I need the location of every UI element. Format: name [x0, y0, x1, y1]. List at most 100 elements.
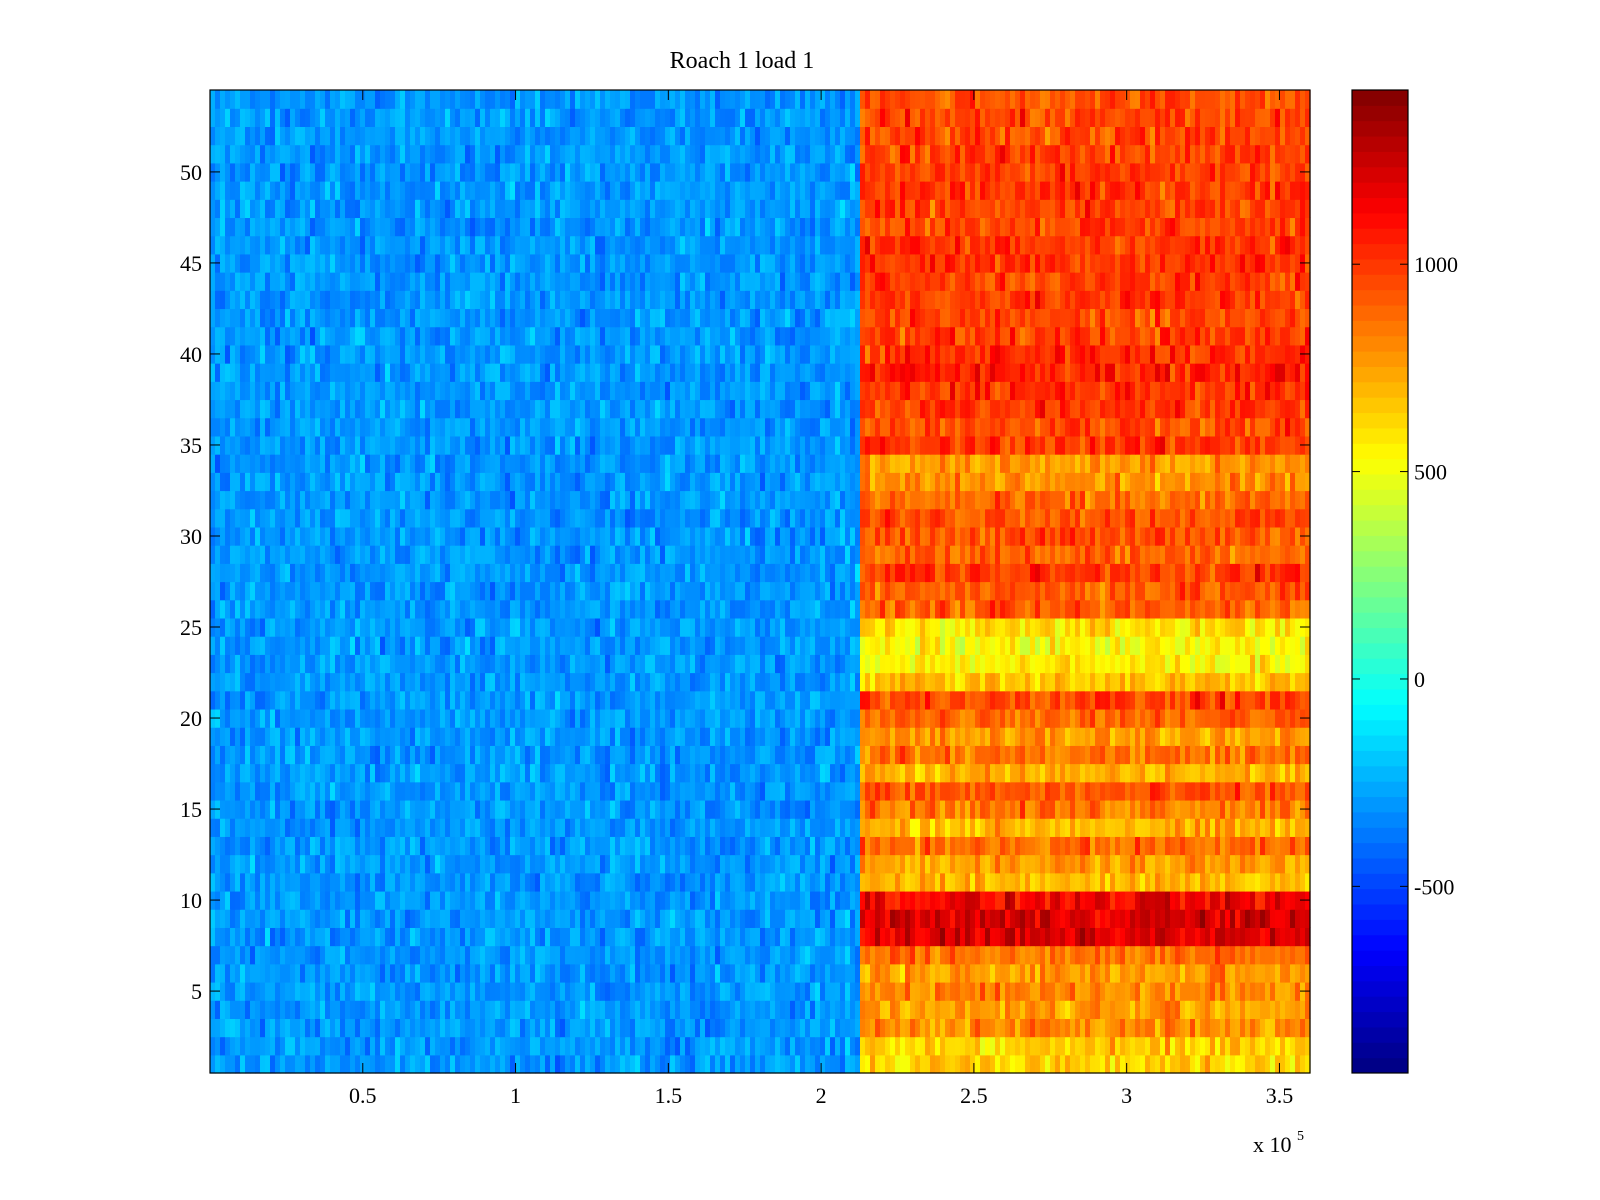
heatmap-cell: [905, 1018, 911, 1038]
heatmap-cell: [920, 981, 926, 1001]
heatmap-cell: [935, 945, 941, 965]
heatmap-cell: [240, 672, 246, 692]
heatmap-cell: [510, 690, 516, 710]
heatmap-cell: [390, 945, 396, 965]
heatmap-cell: [1285, 818, 1291, 837]
heatmap-cell: [295, 981, 301, 1001]
heatmap-cell: [250, 672, 256, 692]
heatmap-cell: [650, 1000, 656, 1019]
heatmap-cell: [1065, 818, 1071, 837]
heatmap-cell: [985, 1018, 991, 1038]
heatmap-cell: [1050, 963, 1056, 983]
heatmap-cell: [930, 909, 936, 928]
heatmap-cell: [485, 781, 491, 801]
heatmap-cell: [1185, 872, 1191, 892]
heatmap-cell: [685, 909, 691, 928]
heatmap-cell: [1175, 1054, 1181, 1074]
heatmap-cell: [1105, 708, 1111, 728]
heatmap-cell: [595, 672, 601, 692]
heatmap-cell: [1110, 727, 1116, 746]
heatmap-cell: [465, 927, 471, 947]
heatmap-cell: [745, 1000, 751, 1019]
heatmap-cell: [1050, 781, 1056, 801]
heatmap-cell: [750, 963, 756, 983]
heatmap-cell: [390, 745, 396, 765]
heatmap-cell: [825, 708, 831, 728]
heatmap-cell: [1220, 672, 1226, 692]
heatmap-cell: [670, 781, 676, 801]
heatmap-cell: [485, 1054, 491, 1074]
heatmap-cell: [790, 799, 796, 819]
heatmap-cell: [630, 727, 636, 746]
heatmap-cell: [275, 818, 281, 837]
heatmap-cell: [605, 854, 611, 874]
heatmap-cell: [745, 1018, 751, 1038]
heatmap-cell: [1140, 872, 1146, 892]
heatmap-cell: [775, 763, 781, 783]
heatmap-cell: [290, 708, 296, 728]
heatmap-cell: [1175, 1036, 1181, 1056]
heatmap-cell: [600, 1054, 606, 1074]
heatmap-cell: [1075, 1054, 1081, 1074]
heatmap-cell: [505, 981, 511, 1001]
heatmap-cell: [340, 745, 346, 765]
heatmap-cell: [400, 927, 406, 947]
heatmap-cell: [335, 963, 341, 983]
heatmap-cell: [755, 854, 761, 874]
heatmap-cell: [1035, 1036, 1041, 1056]
heatmap-cell: [400, 945, 406, 965]
heatmap-cell: [1250, 1054, 1256, 1074]
heatmap-cell: [1275, 799, 1281, 819]
heatmap-cell: [555, 1054, 561, 1074]
heatmap-cell: [790, 836, 796, 856]
heatmap-cell: [1235, 799, 1241, 819]
heatmap-cell: [1270, 1000, 1276, 1019]
heatmap-cell: [355, 763, 361, 783]
heatmap-cell: [1270, 945, 1276, 965]
heatmap-cell: [1260, 763, 1266, 783]
heatmap-cell: [615, 654, 621, 674]
heatmap-cell: [935, 1018, 941, 1038]
heatmap-cell: [1065, 1018, 1071, 1038]
heatmap-cell: [775, 836, 781, 856]
heatmap-cell: [1070, 727, 1076, 746]
heatmap-cell: [1070, 963, 1076, 983]
heatmap-cell: [1215, 945, 1221, 965]
heatmap-cell: [530, 727, 536, 746]
heatmap-cell: [1230, 890, 1236, 910]
heatmap-cell: [230, 672, 236, 692]
heatmap-cell: [290, 854, 296, 874]
heatmap-cell: [905, 818, 911, 837]
heatmap-cell: [225, 890, 231, 910]
heatmap-cell: [940, 1054, 946, 1074]
heatmap-cell: [655, 890, 661, 910]
heatmap-cell: [610, 781, 616, 801]
heatmap-cell: [240, 963, 246, 983]
heatmap-cell: [1095, 1036, 1101, 1056]
heatmap-cell: [965, 1036, 971, 1056]
heatmap-cell: [470, 818, 476, 837]
heatmap-cell: [350, 654, 356, 674]
heatmap-cell: [990, 799, 996, 819]
heatmap-cell: [1130, 763, 1136, 783]
heatmap-cell: [845, 909, 851, 928]
heatmap-cell: [1010, 945, 1016, 965]
heatmap-cell: [745, 927, 751, 947]
heatmap-cell: [1220, 1000, 1226, 1019]
heatmap-cell: [280, 690, 286, 710]
heatmap-cell: [660, 981, 666, 1001]
heatmap-cell: [1095, 708, 1101, 728]
heatmap-cell: [435, 818, 441, 837]
heatmap-cell: [1010, 981, 1016, 1001]
heatmap-cell: [265, 854, 271, 874]
heatmap-cell: [985, 872, 991, 892]
heatmap-cell: [300, 727, 306, 746]
heatmap-cell: [955, 799, 961, 819]
heatmap-cell: [1250, 763, 1256, 783]
heatmap-cell: [390, 799, 396, 819]
heatmap-cell: [585, 854, 591, 874]
heatmap-cell: [240, 727, 246, 746]
heatmap-cell: [440, 981, 446, 1001]
heatmap-cell: [700, 981, 706, 1001]
heatmap-cell: [590, 854, 596, 874]
